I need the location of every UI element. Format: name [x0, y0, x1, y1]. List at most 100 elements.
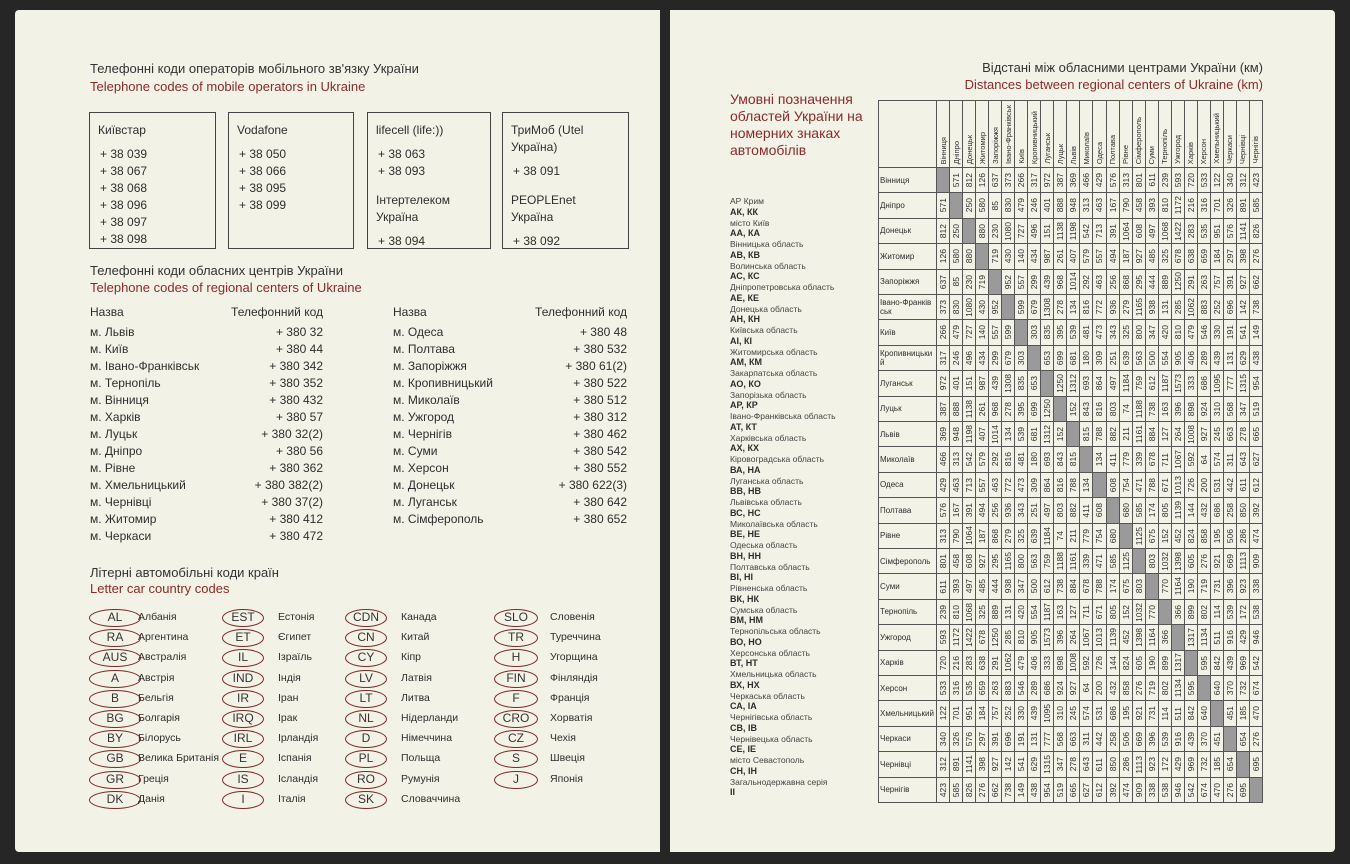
distance: 653 — [1029, 376, 1040, 391]
vertical: 574 — [1211, 447, 1223, 471]
distance-cell: 987 — [976, 371, 990, 397]
distance-cell: 678 — [1080, 574, 1094, 600]
vertical: 340 — [1224, 168, 1236, 192]
distance: 585 — [1250, 198, 1261, 213]
distance: 669 — [1133, 731, 1144, 747]
vertical: 608 — [1133, 219, 1145, 243]
vertical: 637 — [989, 168, 1001, 192]
distance-cell: 923 — [1145, 752, 1159, 778]
distance-cell: 713 — [1093, 218, 1107, 245]
vertical: 391 — [1224, 270, 1236, 294]
distance-cell: 1095 — [1210, 371, 1224, 397]
vertical: 711 — [1080, 600, 1092, 624]
vertical: 824 — [1120, 651, 1132, 675]
distance: 392 — [1107, 782, 1118, 797]
distance-cell: 256 — [989, 498, 1003, 524]
vertical: 927 — [1198, 422, 1210, 446]
vertical: 593 — [1172, 168, 1184, 192]
vertical: 805 — [1107, 600, 1119, 624]
diagonal-cell — [1080, 447, 1094, 473]
distance-cell: 494 — [1106, 244, 1120, 270]
distance: 330 — [1016, 706, 1027, 721]
distance: 557 — [977, 477, 988, 493]
distance: 719 — [1146, 681, 1157, 696]
plate-codes: АІ, КІ — [730, 335, 752, 346]
city-header: Чернівці — [1238, 134, 1248, 164]
distance-cell: 608 — [1132, 218, 1146, 245]
distance-cell: 1573 — [1171, 371, 1185, 397]
distance-cell: 605 — [1184, 549, 1198, 575]
vertical: 720 — [937, 651, 949, 675]
distance-cell: 1184 — [1041, 523, 1055, 549]
distance: 310 — [1055, 706, 1066, 721]
distance-cell: 726 — [1184, 472, 1198, 499]
plate-codes: АК, КК — [730, 206, 758, 217]
distance-cell: 439 — [1223, 650, 1237, 676]
distance-cell: 563 — [1028, 549, 1042, 575]
distance: 163 — [1055, 604, 1066, 620]
distance: 473 — [1094, 325, 1105, 340]
distance: 731 — [1211, 579, 1222, 594]
vertical: 954 — [1250, 371, 1262, 395]
distance-cell: 1125 — [1132, 523, 1146, 549]
distance: 291 — [1185, 274, 1196, 289]
distance-cell: 303 — [1028, 320, 1042, 346]
vertical: Луганськ — [1041, 100, 1053, 167]
distance-cell: 444 — [1145, 269, 1159, 295]
operator-box: lifecell (life:)) + 38 063 + 38 093 Інтерте… — [367, 112, 491, 249]
distance-cell: 1095 — [1041, 701, 1055, 727]
distance: 1032 — [1159, 551, 1170, 571]
distance: 256 — [990, 503, 1001, 518]
distance-cell: 442 — [1093, 726, 1107, 753]
distance: 662 — [990, 782, 1001, 797]
distance: 519 — [1250, 401, 1261, 416]
vertical: 131 — [1028, 727, 1040, 751]
distance-cell: 252 — [1002, 701, 1016, 727]
distance: 777 — [1042, 731, 1053, 747]
distance-cell: 539 — [1067, 320, 1081, 346]
distance-cell: 539 — [1223, 599, 1237, 626]
distance-cell: 85 — [989, 193, 1003, 219]
row-header: Хмельницький — [878, 701, 937, 727]
vertical: 612 — [1250, 473, 1262, 497]
distance: 252 — [1211, 300, 1222, 315]
distance-cell: 479 — [1015, 650, 1029, 676]
distance-cell: 731 — [1145, 701, 1159, 727]
distance-cell: 310 — [1054, 701, 1068, 727]
vertical: 239 — [1159, 168, 1171, 192]
distance: 674 — [1198, 782, 1209, 797]
distance-cell: 144 — [1106, 650, 1120, 676]
diagonal-cell — [1093, 472, 1107, 499]
distance-cell: 938 — [1002, 574, 1016, 600]
column-header: Житомир — [976, 100, 990, 168]
vertical: 1139 — [1172, 498, 1184, 522]
vertical: 643 — [1237, 447, 1249, 471]
column-header: Миколаїв — [1080, 100, 1094, 168]
distance-cell: 180 — [1028, 447, 1042, 473]
distance: 731 — [1146, 706, 1157, 721]
vertical: 369 — [937, 422, 949, 446]
vertical: 366 — [1172, 600, 1184, 624]
distance: 539 — [1068, 325, 1079, 340]
distance-cell: 429 — [1236, 625, 1250, 651]
phone-code: + 380 312 — [573, 410, 627, 424]
distance-cell: 391 — [963, 498, 977, 524]
vertical: 134 — [1093, 447, 1105, 471]
region-name: Миколаївська область — [730, 518, 818, 529]
operator-code: + 38 093 — [378, 164, 426, 178]
distance-cell: 546 — [1015, 676, 1029, 702]
distance-cell: 142 — [1236, 295, 1250, 321]
distance: 285 — [1003, 630, 1014, 645]
distance: 678 — [1081, 579, 1092, 594]
distance: 142 — [1003, 757, 1014, 772]
distance: 921 — [1133, 706, 1144, 721]
distance-cell: 803 — [1145, 549, 1159, 575]
distance-cell: 538 — [1158, 777, 1172, 803]
distance-cell: 481 — [1080, 320, 1094, 346]
region-name: Волинська область — [730, 260, 806, 271]
distance-cell: 1134 — [1197, 625, 1211, 651]
distance-cell: 719 — [1197, 574, 1211, 600]
distance: 1068 — [964, 602, 975, 622]
country-code: PL — [345, 750, 387, 769]
distance: 387 — [1055, 173, 1066, 188]
